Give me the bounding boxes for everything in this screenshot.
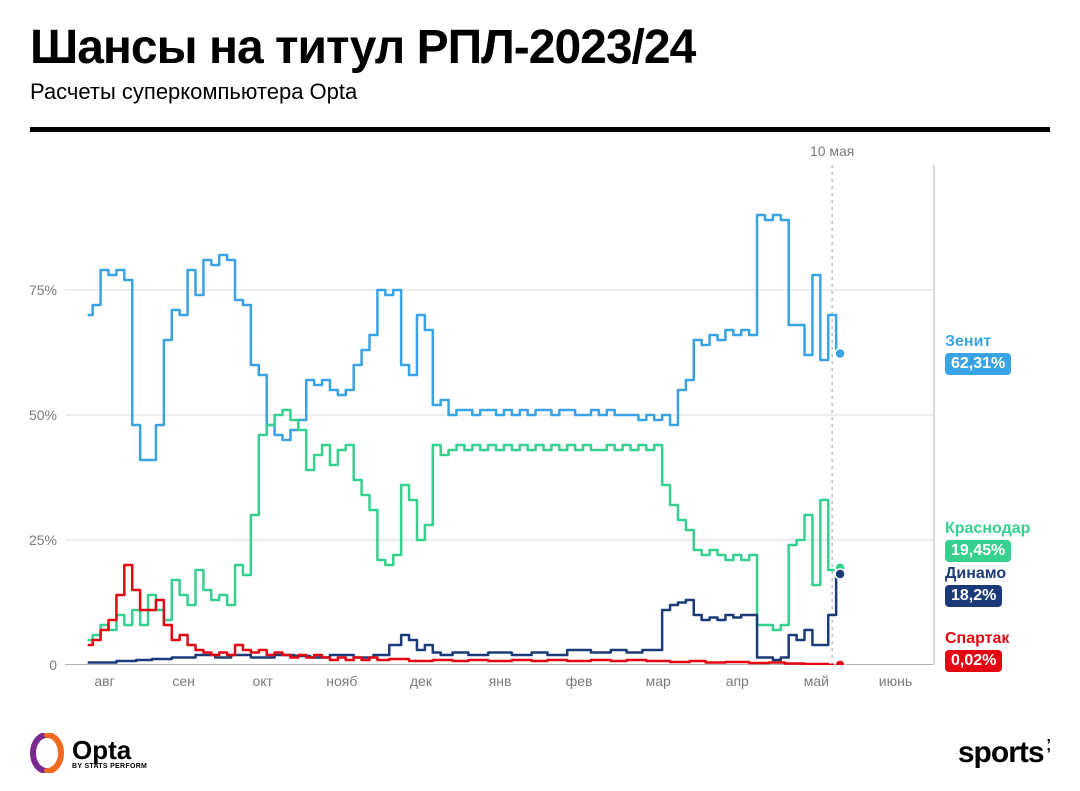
end-badge: 19,45% [945,540,1011,562]
footer: Opta BY STATS PERFORM sports ’’ [30,733,1050,773]
end-name: Зенит [945,333,1011,351]
x-axis-label: июнь [879,673,912,689]
opta-logo: Opta BY STATS PERFORM [30,733,147,773]
y-axis-label: 25% [29,532,57,548]
x-axis-label: май [804,673,829,689]
x-axis-label: авг [94,673,114,689]
end-badge: 62,31% [945,353,1011,375]
annotation-label: 10 мая [810,143,854,159]
end-name: Динамо [945,565,1006,583]
header-rule [30,127,1050,132]
x-axis-label: мар [646,673,671,689]
end-marker-spartak [835,660,845,665]
chart-area: 025%50%75%авгсеноктноябдекянвфевмарапрма… [65,165,935,665]
opta-name: Opta [72,737,147,763]
sports-name: sports [958,736,1044,770]
page-subtitle: Расчеты суперкомпьютера Opta [30,79,1050,105]
y-axis-label: 75% [29,282,57,298]
x-axis-label: апр [726,673,749,689]
chart-svg [65,165,935,665]
x-axis-label: окт [252,673,272,689]
series-zenit [89,215,840,460]
page-title: Шансы на титул РПЛ-2023/24 [30,20,1050,75]
sports-logo: sports ’’ [958,736,1050,770]
end-marker-dinamo [835,569,845,579]
end-badge: 18,2% [945,585,1002,607]
y-axis-label: 50% [29,407,57,423]
opta-subtext: BY STATS PERFORM [72,763,147,770]
opta-ring-icon [30,733,64,773]
sports-marks-icon: ’’ [1047,742,1050,760]
x-axis-label: янв [489,673,512,689]
end-label-krasnodar: Краснодар 19,45% [945,520,1030,562]
x-axis-label: фев [566,673,593,689]
end-name: Спартак [945,630,1009,648]
x-axis-label: дек [410,673,432,689]
end-label-spartak: Спартак 0,02% [945,630,1009,672]
series-krasnodar [89,410,840,640]
end-name: Краснодар [945,520,1030,538]
end-label-zenit: Зенит 62,31% [945,333,1011,375]
end-marker-zenit [835,348,845,358]
end-badge: 0,02% [945,650,1002,672]
end-labels: Зенит 62,31% Краснодар 19,45% Динамо 18,2% Спа… [945,165,1065,665]
y-axis-label: 0 [49,657,57,673]
x-axis-label: нояб [326,673,357,689]
end-label-dinamo: Динамо 18,2% [945,565,1006,607]
x-axis-label: сен [172,673,195,689]
